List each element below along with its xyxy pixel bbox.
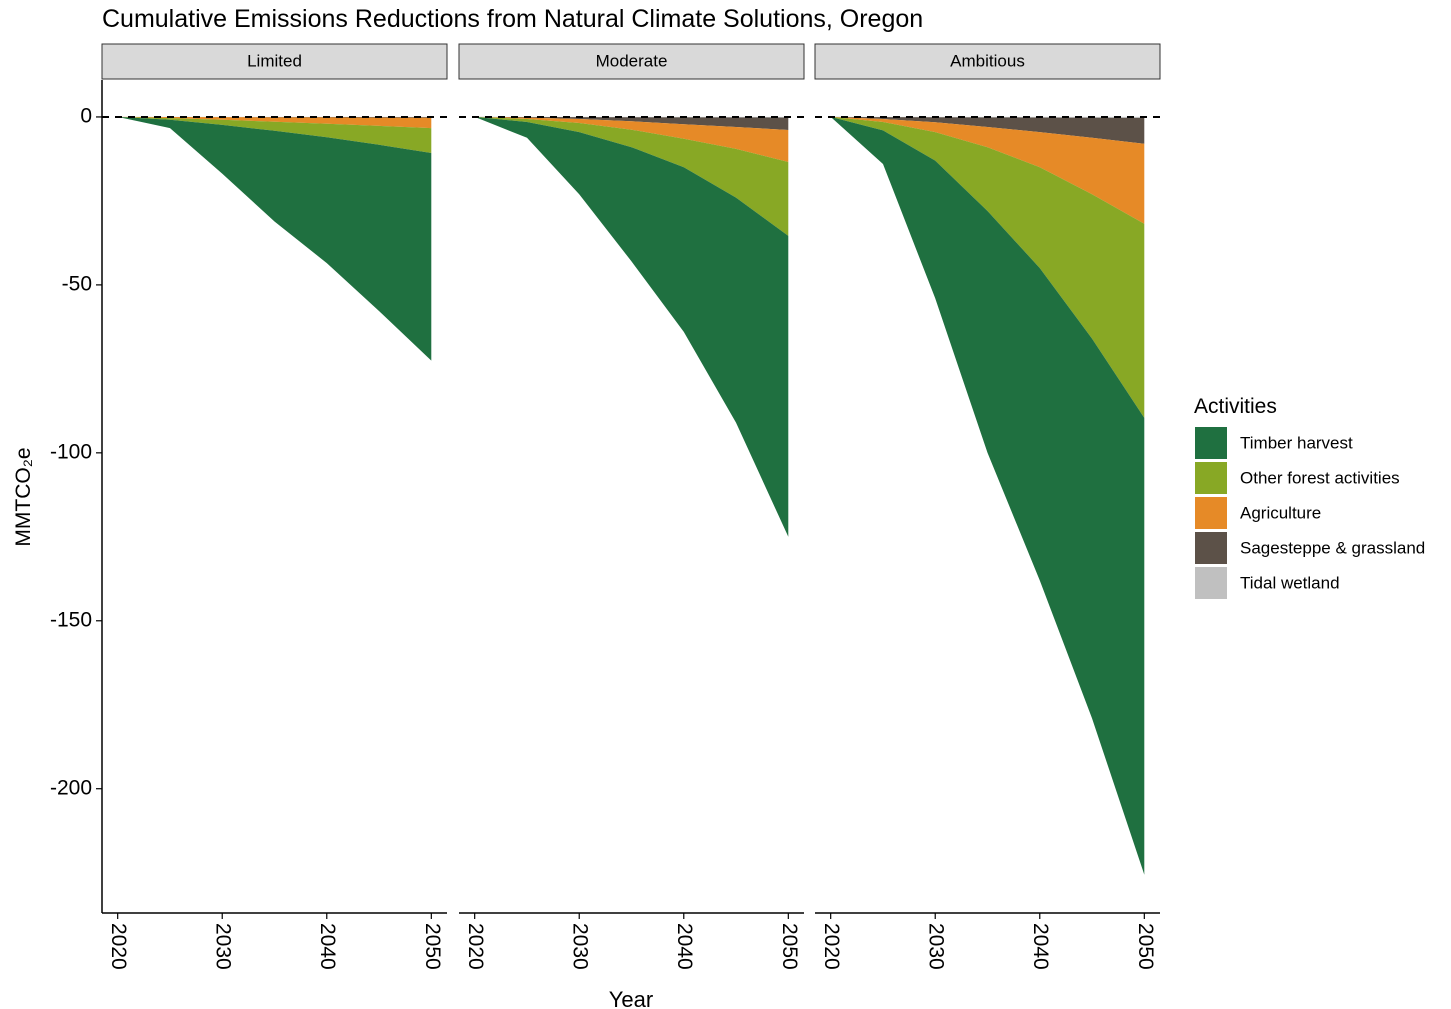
y-tick-label: -150 [50, 608, 92, 631]
legend-label: Sagesteppe & grassland [1240, 538, 1425, 557]
legend-label: Tidal wetland [1240, 573, 1340, 592]
x-tick-label: 2030 [925, 923, 948, 970]
facet-label: Moderate [596, 51, 668, 70]
area [830, 116, 1145, 144]
legend-key [1195, 532, 1227, 564]
area [830, 116, 1145, 875]
area [474, 116, 789, 162]
area [474, 116, 789, 130]
x-axis-title: Year [609, 987, 653, 1009]
legend-key [1195, 567, 1227, 599]
x-tick-label: 2020 [820, 923, 843, 970]
legend-label: Other forest activities [1240, 468, 1400, 487]
legend-label: Timber harvest [1240, 433, 1353, 452]
y-tick-label: -100 [50, 440, 92, 463]
x-tick-label: 2040 [1029, 923, 1052, 970]
x-tick-label: 2050 [778, 923, 801, 970]
area [474, 116, 789, 537]
area [474, 116, 789, 236]
legend-label: Agriculture [1240, 503, 1321, 522]
x-tick-label: 2030 [212, 923, 235, 970]
facet-strip [101, 43, 448, 80]
facet-label: Ambitious [950, 51, 1025, 70]
facet-strip [458, 43, 805, 80]
area [830, 116, 1145, 224]
x-tick-label: 2040 [673, 923, 696, 970]
facet-label: Limited [247, 51, 302, 70]
y-tick-label: -50 [62, 272, 92, 295]
legend-key [1195, 497, 1227, 529]
chart-title: Cumulative Emissions Reductions from Nat… [102, 5, 923, 33]
x-tick-label: 2040 [316, 923, 339, 970]
x-tick-label: 2020 [107, 923, 130, 970]
y-axis-title: MMTCO₂e [12, 447, 35, 546]
area [117, 116, 432, 153]
y-tick-label: -200 [50, 776, 92, 799]
area [117, 116, 432, 129]
facet-strip [814, 43, 1161, 80]
legend-key [1195, 462, 1227, 494]
x-tick-label: 2030 [569, 923, 592, 970]
y-tick-label: 0 [80, 104, 92, 127]
legend-key [1195, 427, 1227, 459]
x-tick-label: 2050 [1134, 923, 1157, 970]
area [117, 116, 432, 361]
x-tick-label: 2050 [421, 923, 444, 970]
x-tick-label: 2020 [464, 923, 487, 970]
area [830, 116, 1145, 418]
legend-title: Activities [1194, 395, 1277, 418]
